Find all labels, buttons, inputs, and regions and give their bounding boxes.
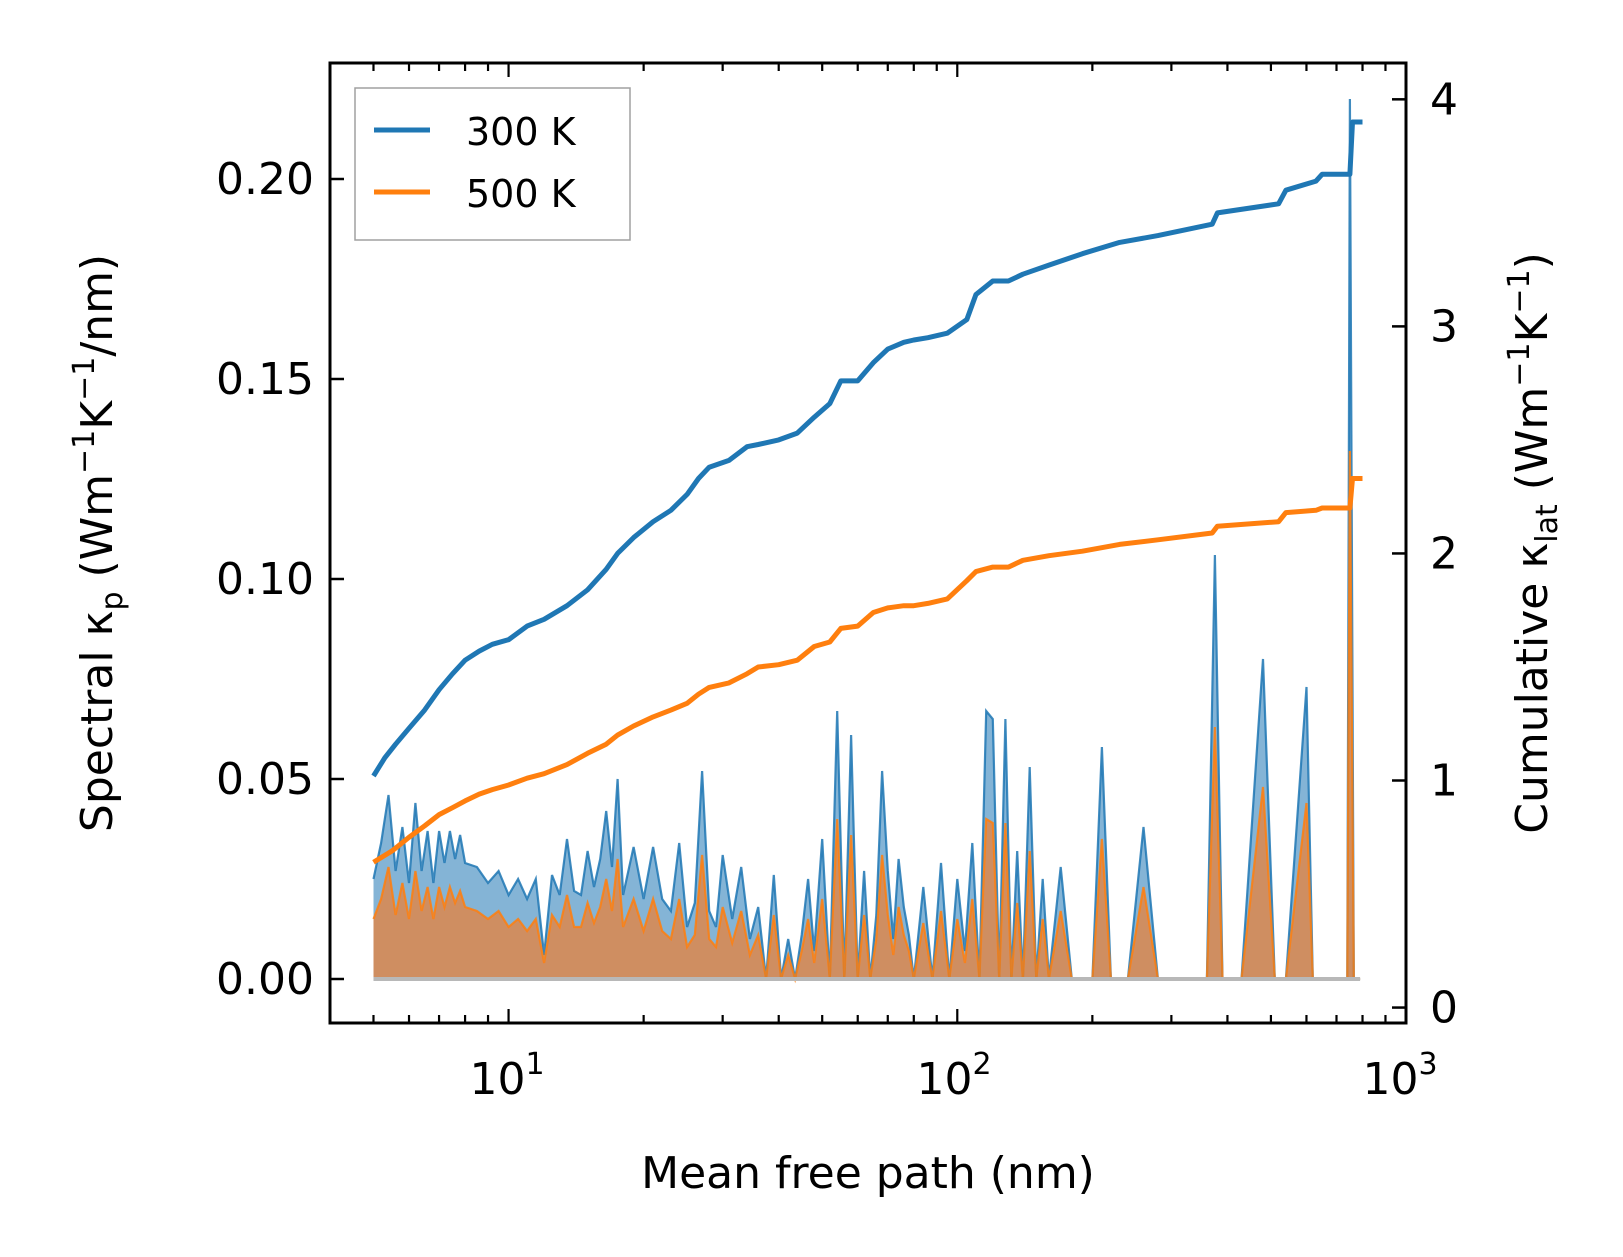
spectral-line-500k	[372, 450, 1361, 984]
right-tick-label: 1	[1430, 756, 1458, 807]
spectral-line-group	[372, 98, 1361, 984]
left-tick-label: 0.10	[216, 554, 314, 605]
left-tick-label: 0.00	[216, 954, 314, 1005]
x-tick-label-10: 101	[469, 1047, 544, 1105]
right-tick-label: 2	[1430, 528, 1458, 579]
x-tick-labels: 101 102 103	[469, 1047, 1437, 1105]
cumulative-line-500k	[372, 476, 1363, 865]
right-tick-label: 0	[1430, 983, 1458, 1034]
right-tick-label: 4	[1430, 74, 1458, 125]
x-tick-label-100: 102	[916, 1047, 991, 1105]
left-tick-label: 0.05	[216, 754, 314, 805]
right-axis-label: Cumulative κlat (Wm−1K−1)	[1502, 252, 1565, 834]
left-axis-label: Spectral κp (Wm−1K−1/nm)	[67, 254, 130, 832]
left-tick-labels: 0.00 0.05 0.10 0.15 0.20	[216, 154, 314, 1005]
left-tick-label: 0.20	[216, 154, 314, 205]
spectral-line-300k	[372, 98, 1361, 981]
right-tick-label: 3	[1430, 301, 1458, 352]
tick-group	[328, 63, 1408, 1023]
legend-label-500k: 500 K	[466, 172, 577, 216]
legend-label-300k: 300 K	[466, 110, 577, 154]
spectral-fill-group	[373, 99, 1361, 979]
left-tick-label: 0.15	[216, 354, 314, 405]
right-tick-labels: 0 1 2 3 4	[1430, 74, 1458, 1033]
x-tick-label-1000: 103	[1362, 1047, 1437, 1105]
cumulative-line-300k	[371, 119, 1363, 778]
legend: 300 K 500 K	[354, 87, 631, 241]
plot-frame	[328, 61, 1408, 1025]
legend-box	[354, 87, 631, 241]
spectral-fill-500k	[373, 451, 1361, 979]
cumulative-line-group	[371, 119, 1363, 865]
x-axis-label: Mean free path (nm)	[641, 1148, 1095, 1199]
